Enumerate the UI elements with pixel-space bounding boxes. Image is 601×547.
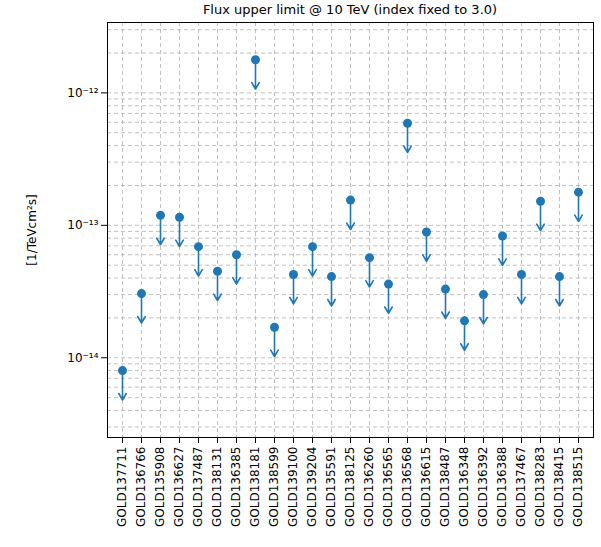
svg-text:GOLD136627: GOLD136627 [172,447,186,527]
svg-text:GOLD136568: GOLD136568 [400,447,414,527]
svg-text:GOLD138131: GOLD138131 [210,447,224,527]
svg-text:GOLD138599: GOLD138599 [267,447,281,527]
svg-text:GOLD139100: GOLD139100 [286,447,300,527]
svg-text:GOLD136260: GOLD136260 [362,447,376,527]
svg-text:GOLD135591: GOLD135591 [324,447,338,527]
svg-text:GOLD136392: GOLD136392 [476,447,490,527]
svg-text:10⁻¹³: 10⁻¹³ [67,218,98,232]
svg-text:10⁻¹⁴: 10⁻¹⁴ [67,351,98,365]
svg-text:GOLD136615: GOLD136615 [419,447,433,527]
svg-text:GOLD138515: GOLD138515 [571,447,585,527]
svg-text:GOLD136766: GOLD136766 [134,447,148,527]
svg-text:GOLD137467: GOLD137467 [514,447,528,527]
svg-text:GOLD138283: GOLD138283 [533,447,547,527]
svg-text:GOLD138125: GOLD138125 [343,447,357,527]
svg-text:[1/TeVcm²s]: [1/TeVcm²s] [25,194,39,265]
svg-text:GOLD136348: GOLD136348 [457,447,471,527]
svg-text:GOLD139204: GOLD139204 [305,447,319,527]
svg-text:GOLD135908: GOLD135908 [153,447,167,527]
html-text:Flux upper limit @ 10 TeV (ind: Flux upper limit @ 10 TeV (index fixed t… [202,2,498,17]
svg-text:GOLD137711: GOLD137711 [115,447,129,527]
svg-text:10⁻¹²: 10⁻¹² [67,86,98,100]
svg-text:GOLD137487: GOLD137487 [191,447,205,527]
svg-text:GOLD136565: GOLD136565 [381,447,395,527]
svg-text:GOLD138415: GOLD138415 [552,447,566,527]
svg-text:GOLD138487: GOLD138487 [438,447,452,527]
svg-text:GOLD136388: GOLD136388 [495,447,509,527]
svg-text:GOLD136385: GOLD136385 [229,447,243,527]
svg-text:GOLD138181: GOLD138181 [248,447,262,527]
